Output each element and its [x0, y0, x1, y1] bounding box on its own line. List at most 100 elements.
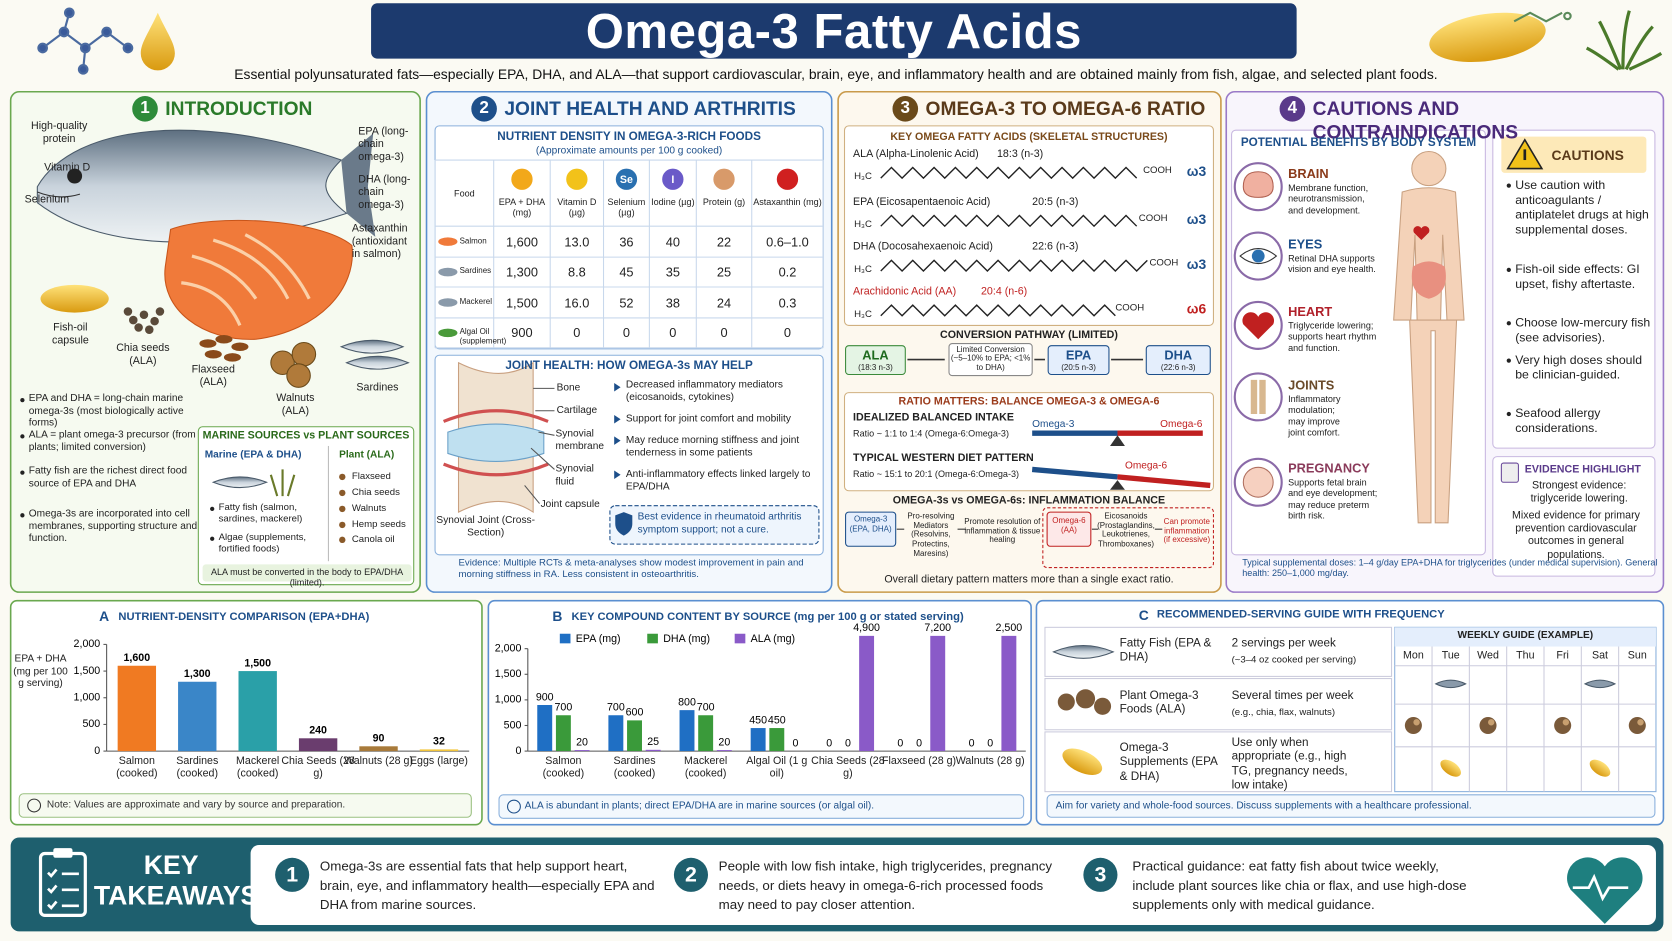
- chart-data-categories: Mackerel (cooked): [236, 755, 280, 781]
- bar: [238, 671, 277, 752]
- takeaway-art-shape: [47, 868, 79, 910]
- bar: [698, 715, 714, 752]
- sources-plant: Chia seeds: [351, 486, 400, 498]
- cautions-art-shape: [1492, 456, 1656, 577]
- balance-ideal-ratio: Ratio ~ 1:1 to 1:4 (Omega-6:Omega-3): [853, 427, 1009, 439]
- bar: [1001, 635, 1017, 752]
- ratio-art-shape: [1110, 435, 1125, 446]
- decor-shape-shape: [1628, 51, 1663, 71]
- table-rows: 22: [716, 234, 732, 250]
- food-icon: [438, 328, 458, 338]
- cautions-number: 4: [1279, 96, 1306, 122]
- sources-marine-title: Marine (EPA & DHA): [204, 449, 302, 461]
- cautions-art-shape: [1242, 312, 1275, 340]
- acids-tag: ω3: [1186, 211, 1207, 228]
- panels-shape: [487, 599, 1032, 826]
- rows-name: Omega-3 Supplements (EPA & DHA): [1119, 741, 1218, 783]
- value-label: 20: [718, 736, 730, 748]
- seed-icon: [1637, 719, 1644, 726]
- table-rows: 25: [716, 264, 732, 280]
- table-rows: 1,300: [505, 264, 538, 280]
- skeleton-line: [880, 259, 1148, 272]
- decor-shape-shape: [37, 42, 48, 54]
- intro-art-shape: [164, 219, 353, 340]
- rows-frequency: Use only when appropriate (e.g., high TG…: [1231, 736, 1348, 792]
- value-label: 900: [536, 691, 554, 703]
- acids-formula: 22:6 (n-3): [1032, 241, 1079, 253]
- help-bullets: May reduce morning stiffness and joint t…: [625, 434, 800, 459]
- intro-art-shape: [197, 426, 415, 586]
- decor-shape-shape: [1513, 11, 1563, 23]
- ratio-carboxyl: COOH: [1149, 257, 1179, 268]
- items-number: 3: [1083, 857, 1118, 892]
- inflammation-mediators: Pro-resolving Mediators (Resolvins, Prot…: [907, 511, 955, 558]
- serving-days: Sun: [1627, 649, 1647, 662]
- balance-western-title: TYPICAL WESTERN DIET PATTERN: [853, 452, 1034, 465]
- seed-icon: [1562, 719, 1570, 726]
- chart-data-categories: Sardines (cooked): [176, 755, 219, 781]
- cautions-art-shape: [1242, 466, 1274, 498]
- serving-weekly-title: WEEKLY GUIDE (EXAMPLE): [1457, 629, 1594, 642]
- cautions-art: [1231, 129, 1656, 577]
- chart-data-categories: Sardines (cooked): [613, 755, 656, 781]
- table-rows: 1,500: [505, 294, 538, 310]
- joint-art-shape: [609, 505, 820, 545]
- value-label: 0: [987, 737, 993, 749]
- value-label: 0: [969, 737, 975, 749]
- items-text: Omega-3s are essential fats that help su…: [319, 858, 655, 913]
- serving-days: Fri: [1556, 649, 1569, 662]
- icon-label: I: [671, 174, 674, 186]
- intro-labels: Chia seeds (ALA): [116, 342, 170, 368]
- bar: [645, 749, 661, 752]
- chart-data-categories: Chia Seeds (28 g): [281, 755, 355, 781]
- bar: [537, 705, 553, 752]
- conversion-title: CONVERSION PATHWAY (LIMITED): [940, 329, 1118, 342]
- decor-shape: [1429, 12, 1546, 62]
- decor-shape-shape: [1563, 11, 1572, 21]
- rows-name: Plant Omega-3 Foods (ALA): [1119, 689, 1199, 717]
- intro-art-shape: [341, 133, 376, 237]
- value-label: 1,300: [184, 668, 211, 680]
- legend-label: ALA (mg): [751, 633, 795, 645]
- capsule-icon: [1440, 759, 1461, 777]
- intro-bullets: Fatty fish are the richest direct food s…: [19, 465, 205, 490]
- balance-omega3: Omega-3: [1032, 418, 1075, 430]
- cautions-art-shape: [1500, 462, 1519, 483]
- intro-art-shape-shape: [139, 310, 149, 320]
- cautions-art-shape: [1242, 171, 1274, 198]
- takeaway-art-shape-shape: [47, 868, 58, 878]
- icon-label: Se: [620, 174, 633, 186]
- intro-art-shape: [123, 307, 165, 334]
- ratio-methyl: H₃C: [854, 308, 872, 320]
- y-tick-label: 2,000: [495, 642, 522, 654]
- value-label: 0: [897, 737, 903, 749]
- chart-data-title: NUTRIENT-DENSITY COMPARISON (EPA+DHA): [118, 610, 370, 624]
- sources-marine: Fatty fish (salmon, sardines, mackerel): [209, 501, 331, 524]
- chart-boxes-shape-shape: [1075, 689, 1096, 709]
- evidence-title: EVIDENCE HIGHLIGHT: [1524, 464, 1641, 476]
- benefits-text: Inflammatory modulation; may improve joi…: [1288, 393, 1341, 438]
- y-tick-label: 1,000: [74, 692, 101, 704]
- rows-name: Fatty Fish (EPA & DHA): [1119, 636, 1212, 665]
- decor-shape-shape: [1598, 20, 1623, 70]
- chart-data-categories: Eggs (large): [409, 755, 468, 768]
- nutrient-icon: [776, 168, 799, 190]
- ratio-carboxyl: COOH: [1115, 301, 1145, 313]
- ratio-art-shape: [1031, 466, 1118, 480]
- value-label: 800: [678, 696, 696, 708]
- intro-art-shape: [199, 335, 249, 362]
- value-label: 7,200: [924, 622, 951, 634]
- help-labels: Bone: [556, 381, 581, 394]
- cautions-art-shape: [1250, 379, 1266, 414]
- table-rows: 0: [669, 325, 677, 341]
- takeaway-art-shape: [53, 848, 73, 858]
- rows-frequency: Several times per week: [1231, 689, 1354, 703]
- sources-plant-title: Plant (ALA): [339, 449, 395, 461]
- chart-boxes-shape: [1046, 794, 1656, 818]
- joint-art-shape-shape: [614, 436, 621, 445]
- sources-plant: Flaxseed: [351, 470, 391, 482]
- y-tick-label: 500: [504, 719, 522, 731]
- seed-icon: [1488, 719, 1495, 726]
- chart-boxes-shape: [1052, 644, 1115, 659]
- joint-art-shape: [447, 423, 545, 462]
